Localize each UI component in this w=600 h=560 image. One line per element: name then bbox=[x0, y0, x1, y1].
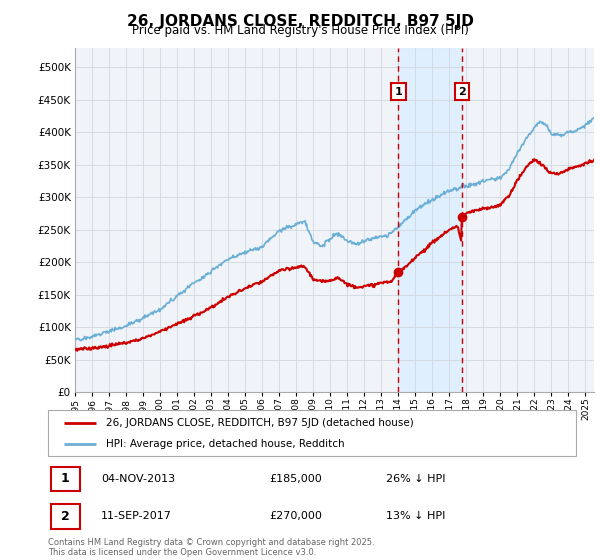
Text: £185,000: £185,000 bbox=[270, 474, 323, 484]
Text: 2: 2 bbox=[61, 510, 70, 523]
Bar bbox=[398, 48, 462, 392]
Bar bbox=[50, 505, 80, 529]
Text: 2: 2 bbox=[458, 87, 466, 97]
Text: 1: 1 bbox=[394, 87, 402, 97]
Text: 26, JORDANS CLOSE, REDDITCH, B97 5JD (detached house): 26, JORDANS CLOSE, REDDITCH, B97 5JD (de… bbox=[106, 418, 414, 428]
Text: 13% ↓ HPI: 13% ↓ HPI bbox=[386, 511, 445, 521]
Text: 11-SEP-2017: 11-SEP-2017 bbox=[101, 511, 172, 521]
Text: 04-NOV-2013: 04-NOV-2013 bbox=[101, 474, 175, 484]
Text: 1: 1 bbox=[61, 472, 70, 485]
Text: Contains HM Land Registry data © Crown copyright and database right 2025.
This d: Contains HM Land Registry data © Crown c… bbox=[48, 538, 374, 557]
Text: £270,000: £270,000 bbox=[270, 511, 323, 521]
Bar bbox=[50, 466, 80, 491]
Text: Price paid vs. HM Land Registry's House Price Index (HPI): Price paid vs. HM Land Registry's House … bbox=[131, 24, 469, 37]
Text: 26, JORDANS CLOSE, REDDITCH, B97 5JD: 26, JORDANS CLOSE, REDDITCH, B97 5JD bbox=[127, 14, 473, 29]
Text: 26% ↓ HPI: 26% ↓ HPI bbox=[386, 474, 445, 484]
Text: HPI: Average price, detached house, Redditch: HPI: Average price, detached house, Redd… bbox=[106, 439, 345, 449]
